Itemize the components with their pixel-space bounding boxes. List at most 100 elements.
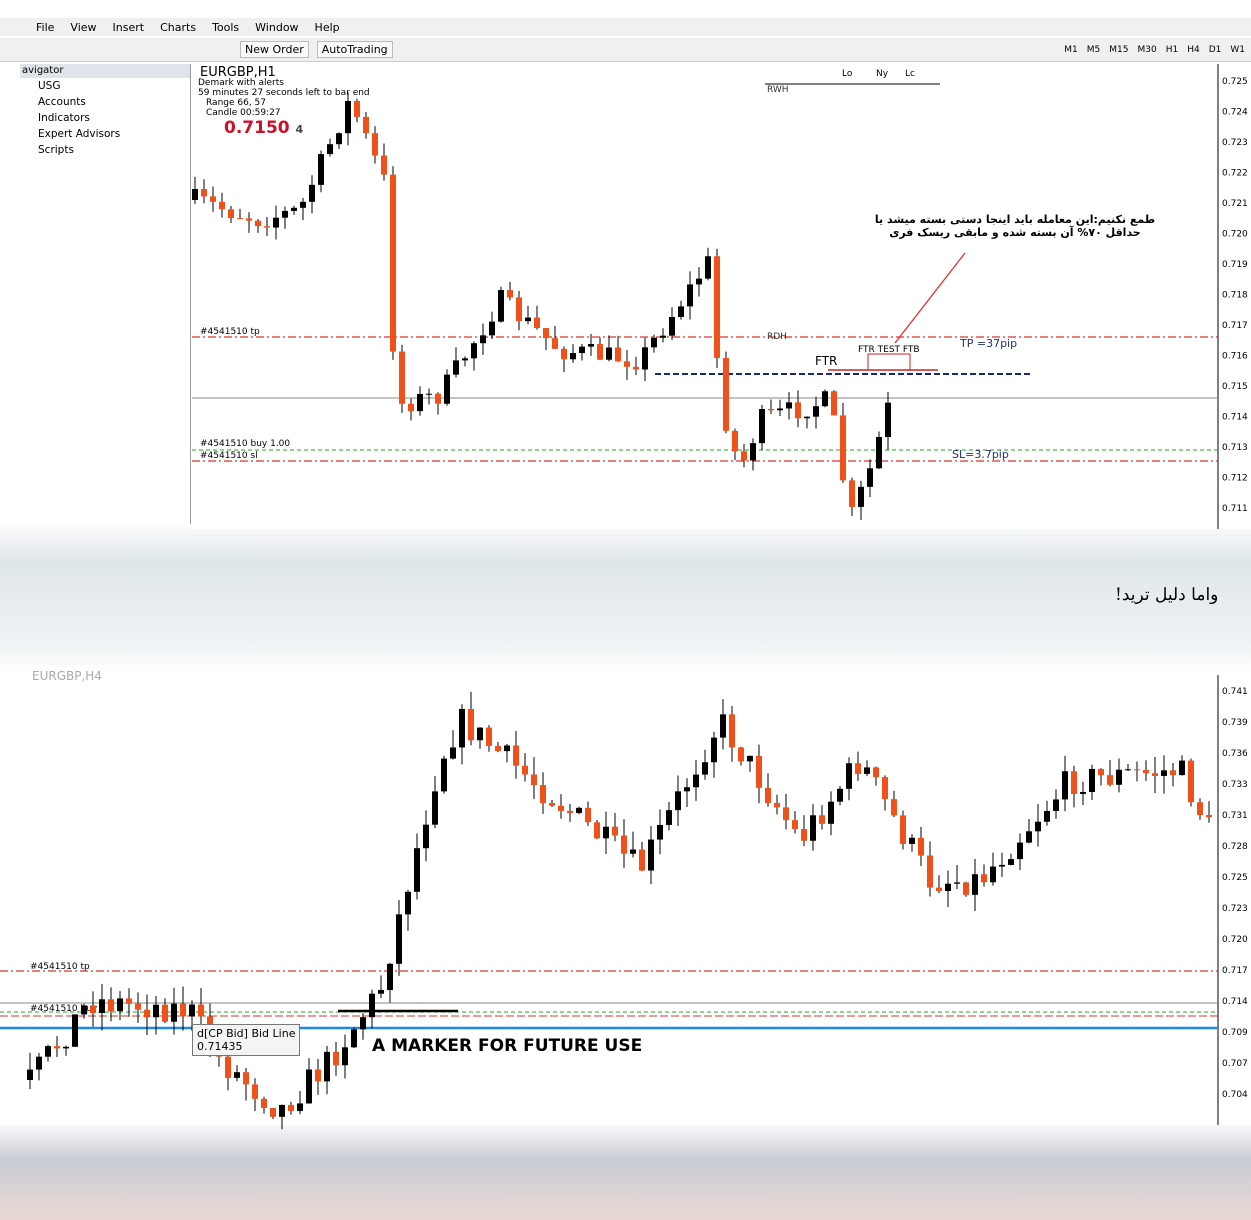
candle-body <box>450 747 456 758</box>
candle-body <box>768 409 774 410</box>
candle-body <box>210 196 216 201</box>
candle-body <box>693 775 699 788</box>
info-line: Demark with alerts <box>198 78 370 88</box>
candle-body <box>495 746 501 751</box>
candle-body <box>867 468 873 487</box>
candle-body <box>552 338 558 349</box>
candle-body <box>516 297 522 321</box>
candle-body <box>300 202 306 208</box>
candle-body <box>426 394 432 395</box>
candle-body <box>480 335 486 343</box>
price-axis-label: 0.711 <box>1222 504 1248 514</box>
candle-body <box>849 480 855 507</box>
candle-body <box>675 791 681 810</box>
candle-body <box>441 759 447 792</box>
info-line: 59 minutes 27 seconds left to bar end <box>198 88 370 98</box>
candle-body <box>651 338 657 348</box>
candle-body <box>252 1084 258 1098</box>
candle-body <box>360 1017 366 1029</box>
session-label: Ny <box>876 69 889 79</box>
candle-body <box>198 1005 204 1017</box>
sl-label: SL=3.7pip <box>952 448 1009 461</box>
candle-body <box>1089 769 1095 792</box>
candle-body <box>1107 775 1113 785</box>
candle-body <box>444 375 450 404</box>
candle-body <box>963 882 969 894</box>
tooltip-value: 0.71435 <box>197 1040 295 1053</box>
order-label: #4541510 tp <box>30 962 90 972</box>
candle-body <box>540 785 546 803</box>
candle-body <box>288 1105 294 1111</box>
candle-body <box>864 767 870 773</box>
candle-body <box>471 343 477 358</box>
candle-body <box>882 777 888 799</box>
candle-body <box>723 358 729 431</box>
candle-body <box>1206 815 1212 817</box>
candle-body <box>738 747 744 761</box>
candle-body <box>702 762 708 774</box>
candle-body <box>729 714 735 747</box>
candle-body <box>831 391 837 415</box>
price-axis-label: 0.721 <box>1222 199 1248 209</box>
candle-body <box>90 1005 96 1013</box>
price-axis-label: 0.728 <box>1222 842 1248 852</box>
candle-body <box>399 352 405 404</box>
candle-body <box>684 787 690 791</box>
candle-body <box>1026 831 1032 842</box>
candle-body <box>126 998 132 1003</box>
candle-body <box>1062 771 1068 799</box>
candle-body <box>162 1005 168 1022</box>
price-axis-label: 0.725 <box>1222 77 1248 87</box>
candle-body <box>579 347 585 353</box>
marker-note: A MARKER FOR FUTURE USE <box>372 1036 642 1056</box>
candle-body <box>192 189 198 200</box>
candle-body <box>1098 769 1104 775</box>
ftr-test-label: FTR TEST FTB <box>858 345 920 355</box>
order-label: #4541510 buy 1.00 <box>200 439 290 449</box>
candle-body <box>81 1005 87 1014</box>
candle-body <box>801 829 807 841</box>
candle-body <box>621 835 627 853</box>
candle-body <box>171 1004 177 1022</box>
candle-body <box>576 808 582 813</box>
candle-body <box>237 218 243 219</box>
candle-body <box>594 822 600 838</box>
candle-body <box>201 189 207 196</box>
candle-body <box>390 175 396 352</box>
candle-body <box>1017 843 1023 859</box>
candle-body <box>489 322 495 336</box>
candle-body <box>153 1005 159 1017</box>
candle-body <box>642 347 648 369</box>
info-line: Range 66, 57 <box>198 98 370 108</box>
candle-body <box>1080 792 1086 794</box>
candle-body <box>585 808 591 822</box>
candle-body <box>858 487 864 507</box>
candle-body <box>1125 769 1131 770</box>
candle-body <box>720 714 726 737</box>
candle-body <box>1197 802 1203 815</box>
candle-body <box>279 1105 285 1117</box>
candle-body <box>828 802 834 824</box>
h4-chart-area <box>0 665 1251 1125</box>
candle-body <box>144 1010 150 1017</box>
candle-body <box>741 451 747 460</box>
price-axis-label: 0.720 <box>1222 935 1248 945</box>
tp-label: TP =37pip <box>959 337 1017 350</box>
candle-body <box>315 1070 321 1082</box>
candle-body <box>453 360 459 374</box>
session-label: Lo <box>842 69 853 79</box>
candle-body <box>432 791 438 824</box>
candle-body <box>63 1047 69 1049</box>
candle-body <box>423 825 429 849</box>
candle-body <box>1044 811 1050 822</box>
candle-body <box>513 745 519 765</box>
candle-body <box>597 344 603 360</box>
candle-body <box>606 348 612 360</box>
candle-body <box>732 431 738 452</box>
price-axis-label: 0.714 <box>1222 413 1248 423</box>
candle-body <box>624 361 630 366</box>
candle-body <box>72 1014 78 1046</box>
candle-body <box>660 336 666 338</box>
candle-body <box>876 437 882 468</box>
price-axis-label: 0.714 <box>1222 997 1248 1007</box>
